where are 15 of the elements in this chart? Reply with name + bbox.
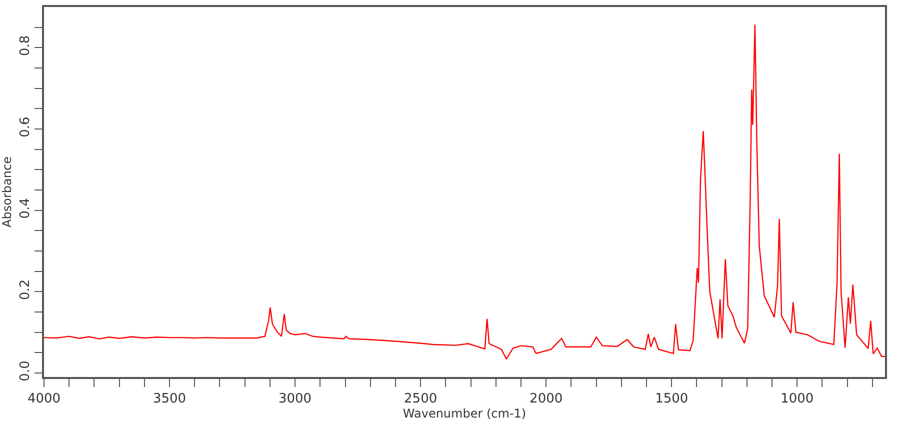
- x-axis-title: Wavenumber (cm-1): [402, 406, 526, 420]
- y-tick-label: 0.6: [18, 116, 34, 138]
- x-tick-label: 1000: [780, 391, 814, 406]
- y-axis-title: Absorbance: [0, 156, 14, 228]
- y-tick-label: 0.8: [18, 35, 34, 56]
- x-tick-label: 3000: [278, 391, 312, 406]
- line-series: [44, 24, 885, 360]
- x-tick-label: 2500: [404, 391, 438, 406]
- x-tick-label: 1500: [655, 391, 688, 406]
- y-tick-label: 0.0: [18, 360, 34, 382]
- y-tick-label: 0.2: [18, 279, 34, 300]
- x-tick-label: 2000: [530, 391, 563, 406]
- x-tick-label: 4000: [27, 391, 61, 406]
- x-tick-label: 3500: [152, 391, 186, 406]
- y-tick-label: 0.4: [18, 198, 34, 219]
